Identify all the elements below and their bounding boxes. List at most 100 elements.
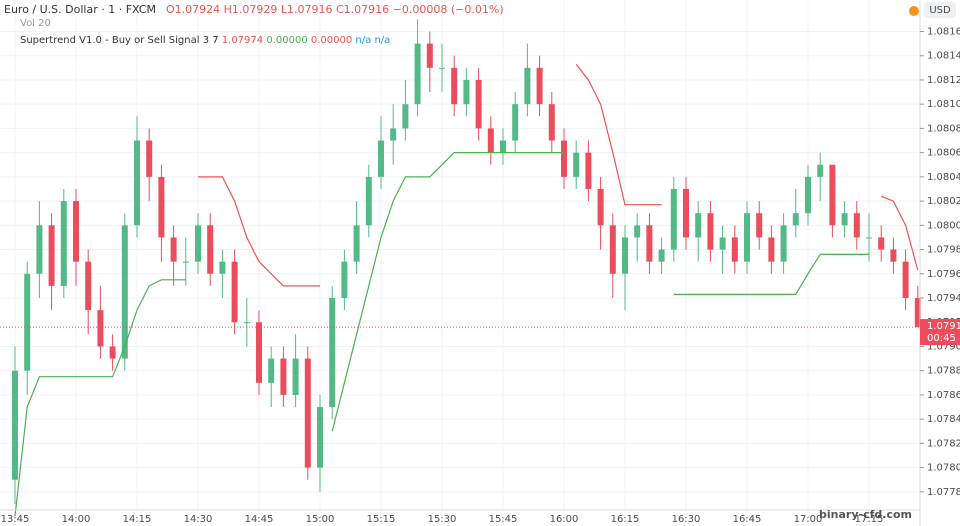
- candle-body: [329, 298, 336, 408]
- countdown: 00:45: [927, 333, 956, 344]
- y-tick-label: 1.08100: [927, 99, 960, 110]
- candle-body: [829, 164, 836, 226]
- x-tick-label: 14:30: [184, 514, 213, 525]
- y-tick-label: 1.07980: [927, 245, 960, 256]
- candle-body: [573, 152, 580, 177]
- x-tick-label: 16:15: [611, 514, 640, 525]
- candle-body: [622, 237, 628, 274]
- close: C1.07916: [336, 3, 389, 16]
- candle-body: [683, 188, 689, 238]
- supertrend-line: [14, 152, 869, 517]
- currency-badge[interactable]: [924, 2, 956, 18]
- indicator-value: n/a: [374, 35, 390, 46]
- candle-body: [170, 237, 177, 262]
- indicator-params: 3 7: [203, 35, 219, 46]
- candle-body: [390, 128, 397, 141]
- candle-body: [768, 237, 775, 262]
- y-tick-label: 1.08160: [927, 26, 960, 37]
- alert-dot: [909, 6, 919, 16]
- candle-body: [292, 358, 299, 395]
- price-axis: 1.07780 1.07800 1.07820 1.07840 1.07860 1.078…: [920, 26, 960, 498]
- y-tick-label: 1.07860: [927, 390, 960, 401]
- candle-body: [109, 346, 116, 359]
- candle-body: [463, 79, 470, 105]
- candle-body: [24, 273, 31, 371]
- y-tick-label: 1.08040: [927, 172, 960, 183]
- candle-body: [426, 43, 433, 68]
- candle-body: [853, 213, 860, 238]
- candle-body: [231, 261, 238, 323]
- x-tick-label: 16:45: [733, 514, 762, 525]
- x-tick-label: 13:45: [1, 514, 30, 525]
- candle-body: [841, 213, 848, 226]
- x-tick-label: 16:30: [672, 514, 701, 525]
- candle-body: [304, 358, 311, 468]
- high: H1.07929: [224, 3, 278, 16]
- y-tick-label: 1.07800: [927, 463, 960, 474]
- x-tick-label: 15:30: [428, 514, 457, 525]
- y-tick-label: 1.08140: [927, 51, 960, 62]
- x-tick-label: 15:15: [367, 514, 396, 525]
- candle-body: [707, 213, 714, 250]
- candle-body: [866, 237, 872, 239]
- candle-body: [280, 358, 287, 395]
- y-tick-label: 1.07880: [927, 366, 960, 377]
- x-tick-label: 17:15: [855, 514, 884, 525]
- candle-body: [561, 140, 567, 177]
- last-price-label: 1.07916: [927, 321, 960, 332]
- candle-body: [487, 128, 494, 153]
- y-tick-label: 1.07840: [927, 414, 960, 425]
- candle-body: [878, 237, 885, 250]
- indicator-legend[interactable]: Supertrend V1.0 - Buy or Sell Signal 3 7…: [20, 35, 390, 46]
- candle-body: [219, 261, 226, 274]
- candle-body: [902, 261, 909, 299]
- candle-body: [548, 104, 555, 141]
- candle-body: [353, 225, 360, 262]
- candle-body: [36, 225, 43, 274]
- symbol-title[interactable]: Euro / U.S. Dollar · 1 · FXCM: [4, 3, 156, 16]
- y-tick-label: 1.07780: [927, 487, 960, 498]
- supertrend-line: [198, 63, 919, 287]
- indicator-name: Supertrend V1.0 - Buy or Sell Signal: [20, 35, 200, 46]
- candle-body: [317, 407, 323, 468]
- candle-body: [134, 140, 140, 226]
- x-tick-label: 17:00: [794, 514, 823, 525]
- x-tick-label: 16:00: [550, 514, 579, 525]
- candle-body: [414, 43, 421, 105]
- x-tick-label: 14:45: [245, 514, 274, 525]
- candle-body: [646, 225, 653, 262]
- candle-body: [451, 67, 458, 105]
- candle-body: [719, 237, 726, 250]
- candle-body: [475, 79, 482, 129]
- candle-body: [597, 188, 604, 226]
- candle-body: [500, 140, 506, 153]
- candle-body: [48, 225, 55, 286]
- y-tick-label: 1.07940: [927, 293, 960, 304]
- candle-body: [817, 164, 824, 177]
- x-tick-label: 14:15: [123, 514, 152, 525]
- volume-legend[interactable]: Vol 20: [20, 18, 51, 29]
- indicator-value: 1.07974: [222, 35, 263, 46]
- grid: [0, 0, 920, 510]
- candle-body: [256, 322, 262, 383]
- candle-body: [378, 140, 384, 177]
- y-tick-label: 1.08120: [927, 75, 960, 86]
- indicator-value: 0.00000: [311, 35, 352, 46]
- candle-body: [731, 237, 738, 262]
- candle-body: [536, 67, 543, 105]
- low: L1.07916: [281, 3, 333, 16]
- candle-body: [12, 370, 18, 480]
- candle-body: [670, 188, 677, 250]
- candle-body: [365, 176, 372, 226]
- candle-body: [695, 213, 702, 238]
- x-tick-label: 14:00: [62, 514, 91, 525]
- y-tick-label: 1.07820: [927, 438, 960, 449]
- candle-body: [97, 310, 104, 347]
- candle-body: [195, 225, 201, 262]
- candle-body: [207, 225, 214, 274]
- y-tick-label: 1.07960: [927, 269, 960, 280]
- candle-body: [658, 249, 665, 262]
- candle-body: [512, 104, 519, 141]
- candle-body: [744, 213, 750, 262]
